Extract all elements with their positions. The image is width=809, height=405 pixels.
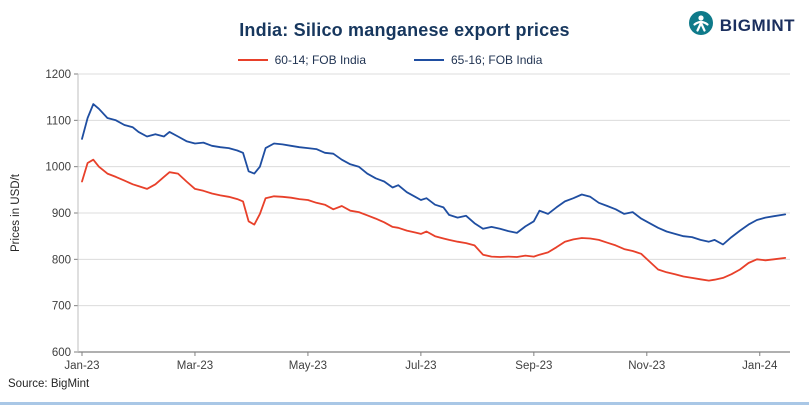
bigmint-logo-text: BIGMINT — [719, 15, 795, 35]
svg-text:Jan-24: Jan-24 — [742, 360, 778, 372]
legend-swatch-blue-line — [414, 59, 444, 61]
legend-item-60-14: 60-14; FOB India — [237, 53, 366, 67]
svg-text:Nov-23: Nov-23 — [628, 360, 665, 372]
legend-label: 65-16; FOB India — [451, 53, 543, 67]
source-caption: Source: BigMint — [8, 378, 90, 390]
page-title: India: Silico manganese export prices — [239, 20, 570, 40]
svg-text:Jan-23: Jan-23 — [64, 360, 99, 372]
svg-text:1100: 1100 — [46, 115, 71, 127]
window-bottom-border — [0, 402, 809, 405]
svg-text:600: 600 — [52, 347, 71, 359]
svg-text:Sep-23: Sep-23 — [515, 360, 552, 372]
legend-swatch-red-line — [237, 59, 268, 61]
svg-text:Jul-23: Jul-23 — [405, 360, 436, 372]
legend-label: 60-14; FOB India — [274, 53, 366, 67]
bigmint-person-circle-icon — [688, 10, 714, 41]
svg-text:1200: 1200 — [45, 69, 71, 81]
svg-text:May-23: May-23 — [289, 360, 327, 372]
svg-text:700: 700 — [52, 301, 71, 313]
chart-legend: 60-14; FOB India 65-16; FOB India — [0, 53, 780, 67]
svg-text:800: 800 — [52, 254, 71, 266]
bigmint-logo: BIGMINT — [688, 10, 795, 41]
svg-text:Mar-23: Mar-23 — [177, 360, 213, 372]
svg-text:900: 900 — [52, 208, 71, 220]
svg-text:1000: 1000 — [45, 162, 71, 174]
legend-item-65-16: 65-16; FOB India — [414, 53, 542, 67]
